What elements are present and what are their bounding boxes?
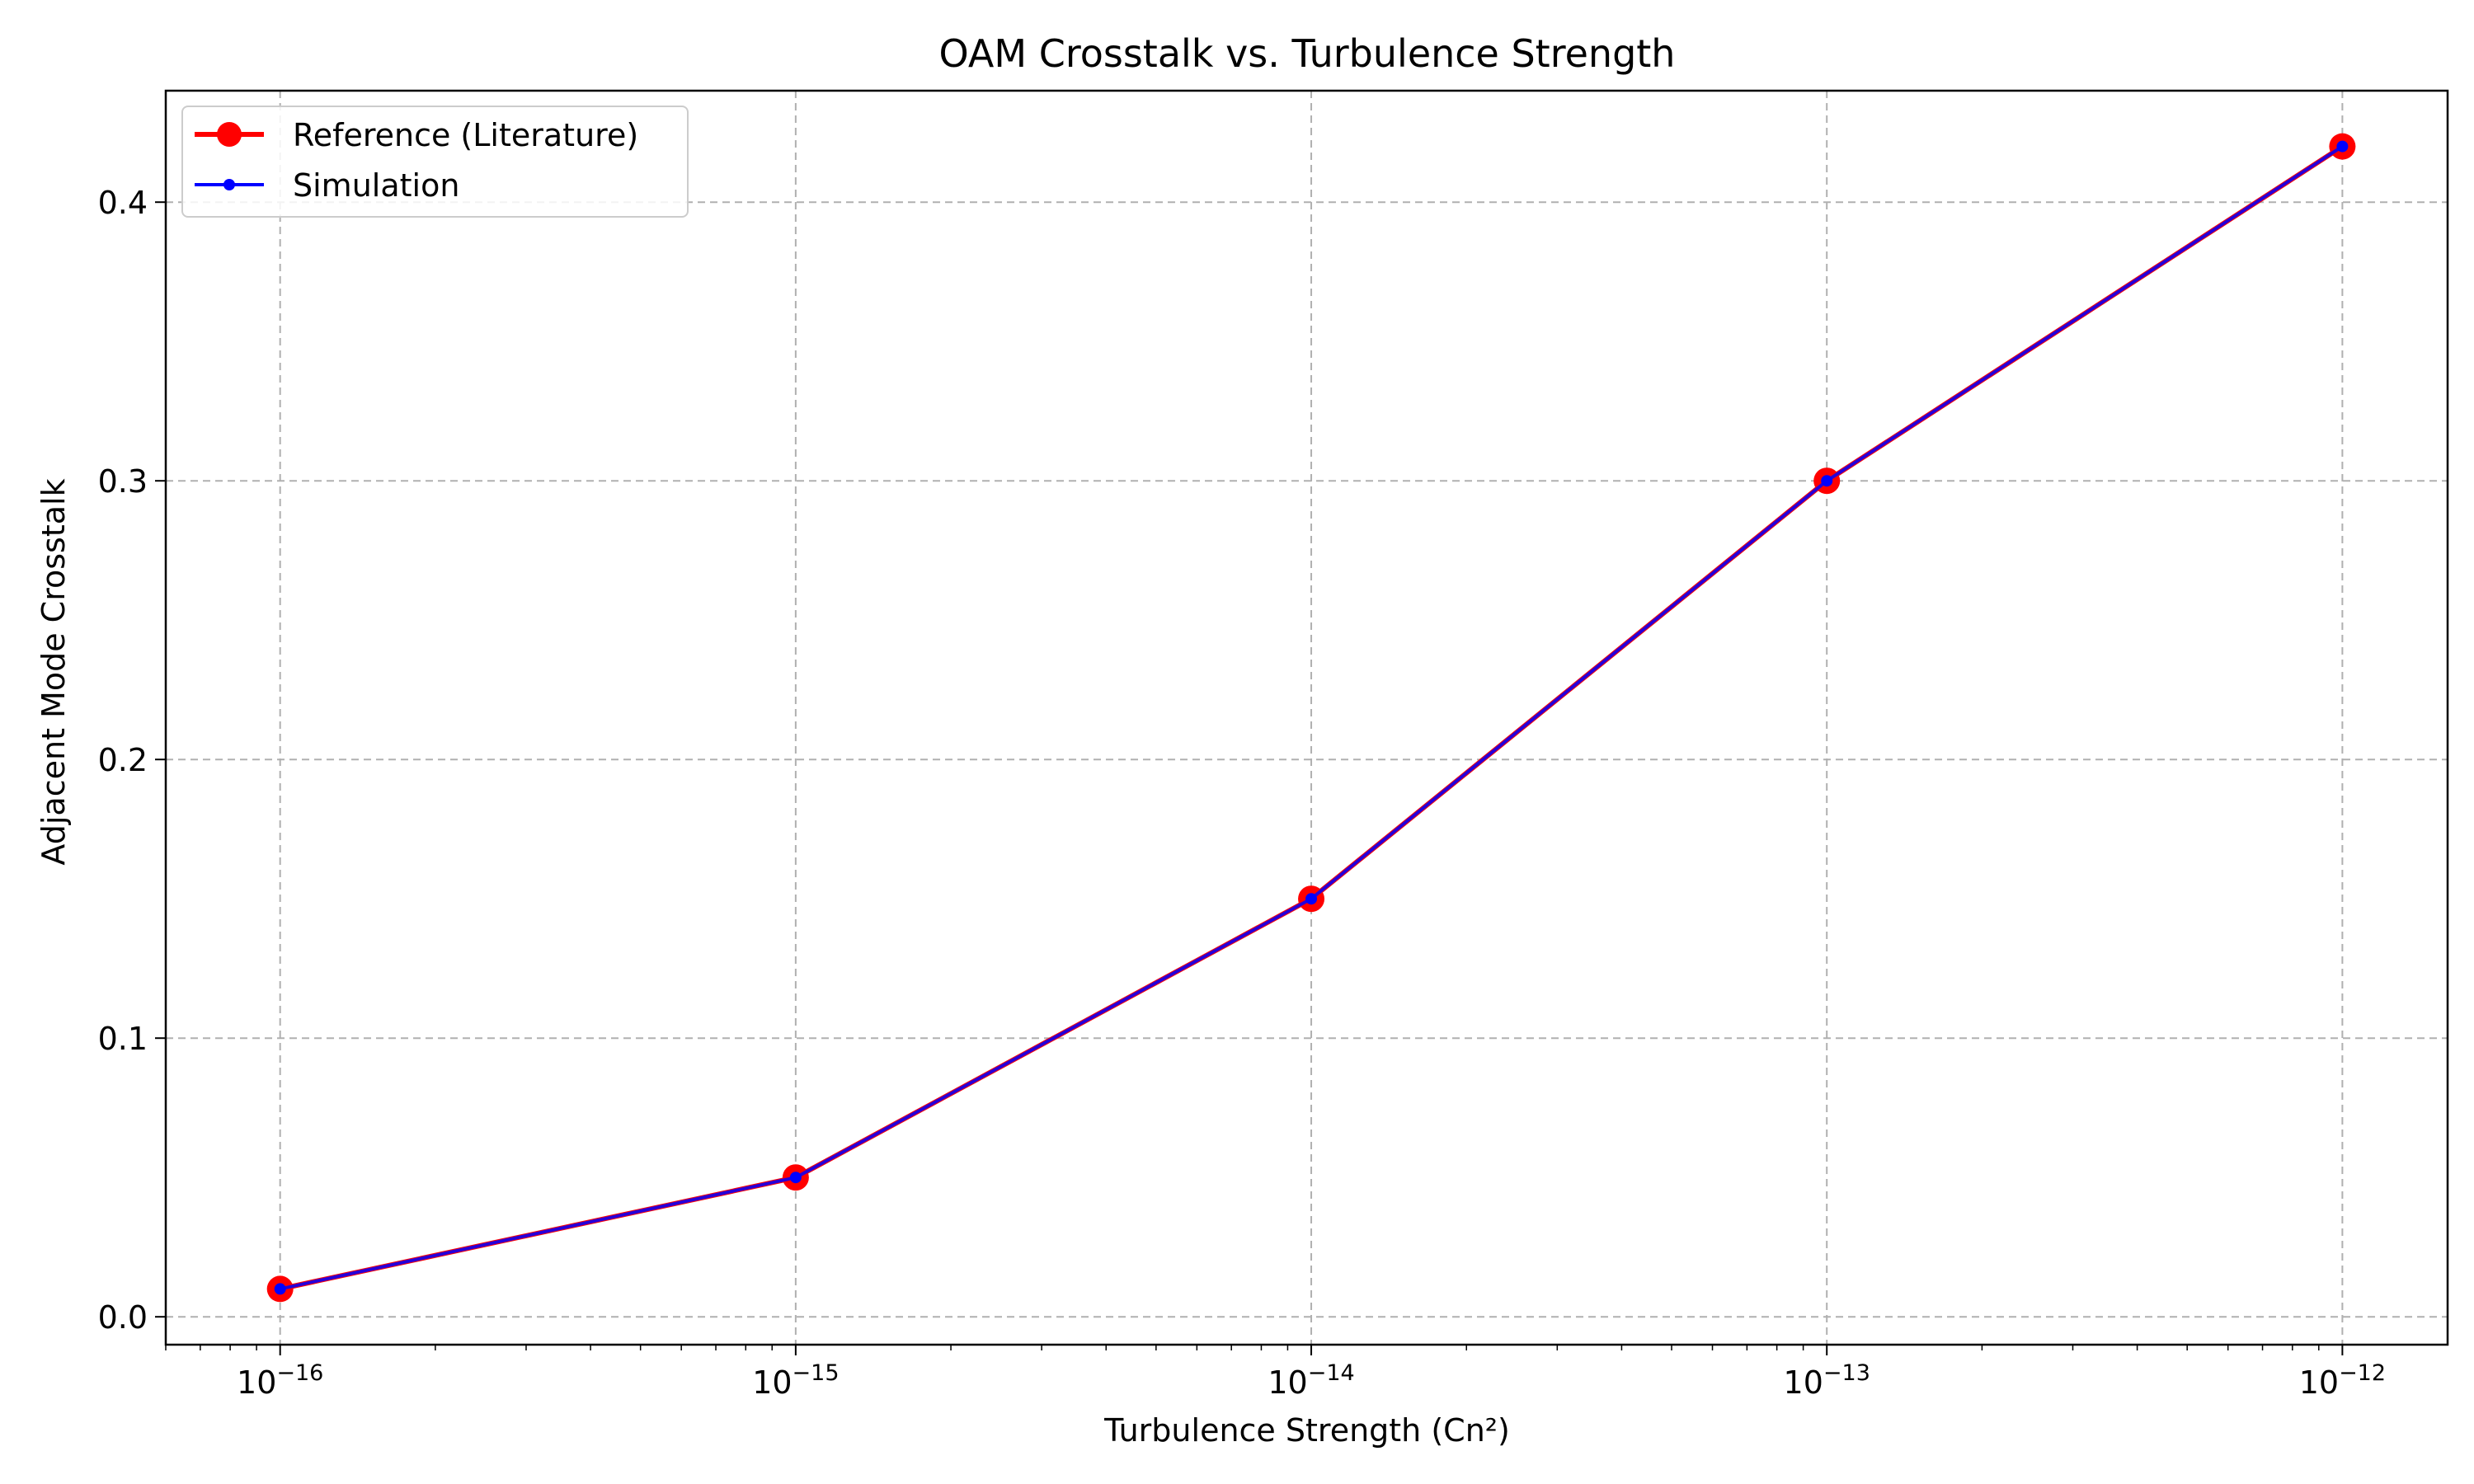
x-tick-label: 10−16 [237, 1360, 323, 1401]
series-simulation [274, 140, 2349, 1295]
chart-title: OAM Crosstalk vs. Turbulence Strength [939, 31, 1676, 76]
y-tick-label: 0.4 [98, 185, 148, 221]
data-point [274, 1283, 286, 1295]
data-point [1305, 893, 1318, 905]
x-tick-label: 10−14 [1268, 1360, 1354, 1401]
legend-swatch-reference-marker [217, 122, 242, 147]
legend-label-simulation: Simulation [293, 167, 459, 204]
data-point [2336, 140, 2349, 153]
legend-label-reference: Reference (Literature) [293, 117, 638, 153]
y-tick-label: 0.0 [98, 1299, 148, 1336]
plot-area-frame [164, 89, 2449, 1346]
plot-series [266, 133, 2356, 1303]
major-ticks [155, 201, 2344, 1355]
x-tick-label: 10−12 [2299, 1360, 2386, 1401]
data-point [1821, 475, 1833, 487]
y-tick-label: 0.2 [98, 742, 148, 778]
legend-entry-reference: Reference (Literature) [195, 117, 638, 153]
data-point [789, 1172, 802, 1184]
legend-swatch-simulation-marker [223, 179, 235, 190]
x-tick-label: 10−13 [1784, 1360, 1870, 1401]
y-tick-labels: 0.0 0.1 0.2 0.3 0.4 [98, 185, 148, 1336]
grid-lines [166, 91, 2448, 1345]
x-tick-label: 10−15 [752, 1360, 839, 1401]
x-tick-labels: 10−16 10−15 10−14 10−13 10−12 [237, 1360, 2386, 1401]
y-tick-label: 0.3 [98, 463, 148, 500]
legend: Reference (Literature) Simulation [181, 106, 689, 218]
legend-entry-simulation: Simulation [195, 167, 459, 204]
y-axis-label: Adjacent Mode Crosstalk [35, 478, 72, 865]
y-tick-label: 0.1 [98, 1021, 148, 1057]
legend-box [181, 106, 689, 218]
x-axis-label: Turbulence Strength (Cn²) [1103, 1412, 1510, 1449]
